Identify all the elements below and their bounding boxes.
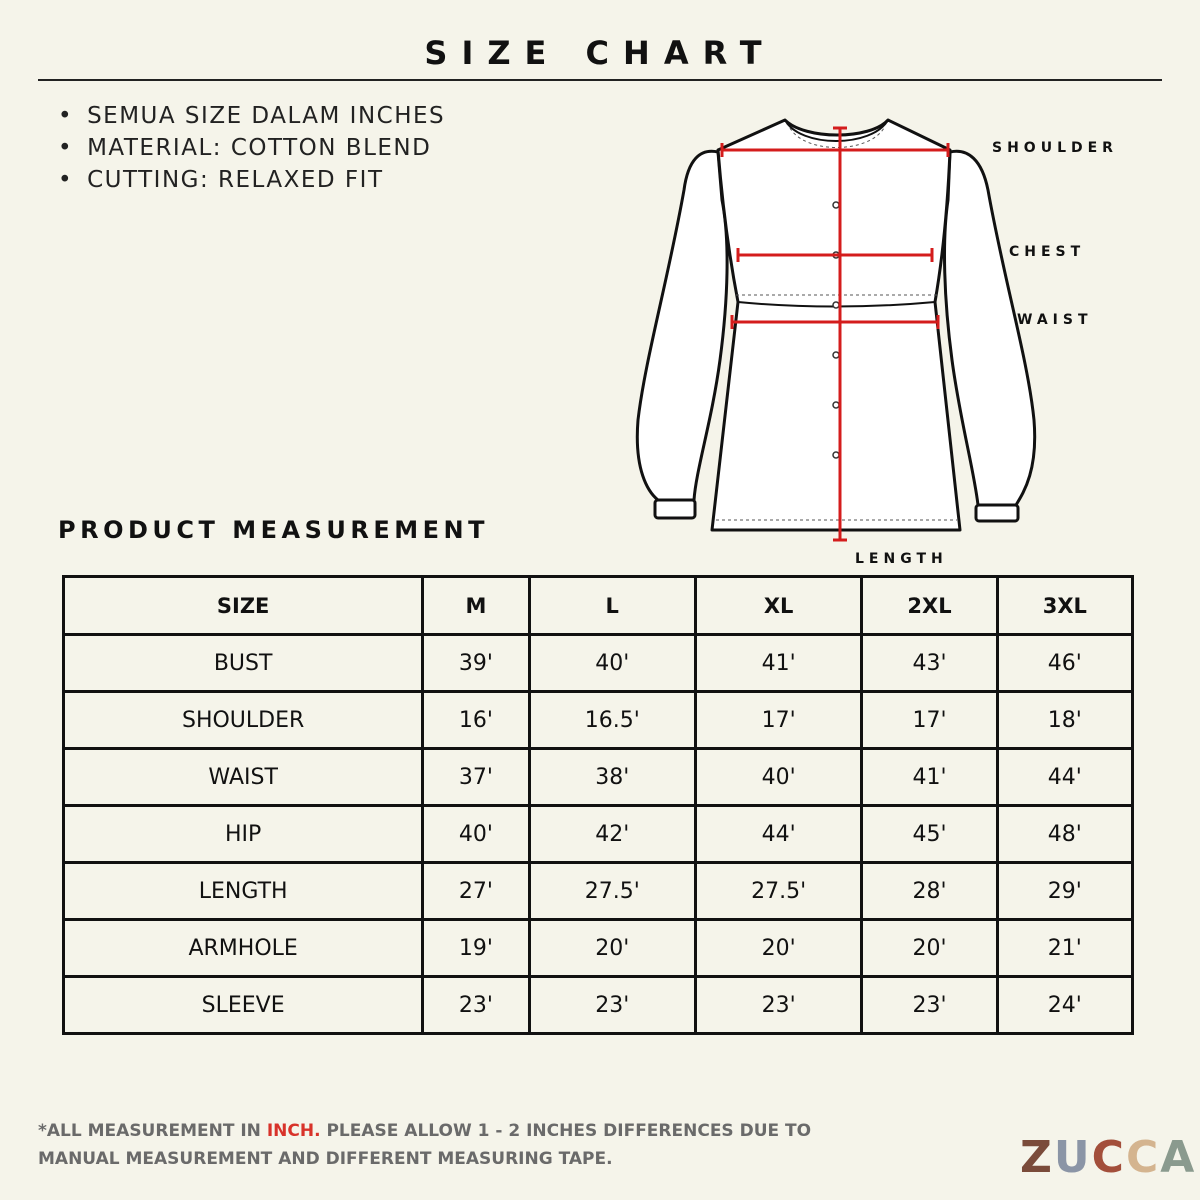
divider	[38, 79, 1162, 81]
table-cell: 44'	[995, 747, 1135, 807]
table-cell: LENGTH	[61, 861, 425, 921]
table-row: SIZE M L XL 2XL 3XL	[61, 575, 1135, 636]
footer-highlight: INCH.	[266, 1121, 321, 1141]
table-row: ARMHOLE 19' 20' 20' 20' 21'	[61, 918, 1135, 978]
brand-letter: A	[1160, 1132, 1197, 1183]
table-cell: 20'	[860, 918, 999, 978]
table-cell: 17'	[693, 690, 864, 750]
table-cell: BUST	[61, 633, 425, 693]
table-cell: 38'	[527, 747, 697, 807]
table-cell: 48'	[995, 804, 1135, 864]
title: SIZE CHART	[424, 34, 776, 72]
notes: SEMUA SIZE DALAM INCHES MATERIAL: COTTON…	[58, 100, 445, 196]
table-cell: 16'	[421, 690, 531, 750]
table-cell: 23'	[693, 975, 864, 1035]
table-cell: 17'	[860, 690, 999, 750]
size-table: SIZE M L XL 2XL 3XL BUST 39' 40' 41' 43' 46' SHOULDE…	[61, 575, 1135, 1035]
table-row: SHOULDER 16' 16.5' 17' 17' 18'	[61, 690, 1135, 750]
table-cell: ARMHOLE	[61, 918, 425, 978]
table-cell: 29'	[995, 861, 1135, 921]
table-cell: 40'	[421, 804, 531, 864]
note: MATERIAL: COTTON BLEND	[58, 132, 445, 164]
garment-diagram	[635, 118, 1037, 542]
brand-letter: C	[1091, 1132, 1126, 1183]
brand-logo: ZUCCA	[1020, 1132, 1196, 1183]
table-cell: 23'	[860, 975, 999, 1035]
table-cell: 18'	[995, 690, 1135, 750]
header-cell: 2XL	[860, 575, 999, 636]
footer-text: *ALL MEASUREMENT IN	[38, 1121, 261, 1141]
table-cell: 42'	[527, 804, 697, 864]
table-row: BUST 39' 40' 41' 43' 46'	[61, 633, 1135, 693]
table-cell: 27.5'	[693, 861, 864, 921]
header-cell: XL	[693, 575, 864, 636]
table-row: LENGTH 27' 27.5' 27.5' 28' 29'	[61, 861, 1135, 921]
table-cell: 27.5'	[527, 861, 697, 921]
table-cell: 27'	[421, 861, 531, 921]
diagram-label: WAIST	[1017, 312, 1093, 328]
table-cell: 41'	[860, 747, 999, 807]
table-cell: WAIST	[61, 747, 425, 807]
table-cell: 24'	[995, 975, 1135, 1035]
table-cell: 46'	[995, 633, 1135, 693]
table-row: WAIST 37' 38' 40' 41' 44'	[61, 747, 1135, 807]
table-cell: 23'	[421, 975, 531, 1035]
header-cell: SIZE	[61, 575, 425, 636]
table-cell: 19'	[421, 918, 531, 978]
table-cell: 37'	[421, 747, 531, 807]
table-cell: 21'	[995, 918, 1135, 978]
brand-letter: Z	[1020, 1132, 1054, 1183]
header-cell: L	[527, 575, 697, 636]
table-cell: 16.5'	[527, 690, 697, 750]
diagram-label: SHOULDER	[992, 140, 1118, 156]
table-cell: HIP	[61, 804, 425, 864]
table-cell: 44'	[693, 804, 864, 864]
table-row: HIP 40' 42' 44' 45' 48'	[61, 804, 1135, 864]
brand-letter: C	[1125, 1132, 1161, 1183]
table-cell: 45'	[860, 804, 999, 864]
header-cell: M	[421, 575, 531, 636]
header-cell: 3XL	[995, 575, 1135, 636]
table-cell: 20'	[527, 918, 697, 978]
table-cell: 28'	[860, 861, 999, 921]
table-cell: 41'	[693, 633, 864, 693]
section-title: PRODUCT MEASUREMENT	[58, 516, 489, 544]
footer-note: *ALL MEASUREMENT IN INCH. PLEASE ALLOW 1…	[38, 1117, 858, 1173]
table-row: SLEEVE 23' 23' 23' 23' 24'	[61, 975, 1135, 1035]
footer-text: PLEASE ALLOW 1 - 2 INCHES DIFFERENCES DU…	[38, 1121, 812, 1169]
table-cell: 20'	[693, 918, 864, 978]
table-cell: SHOULDER	[61, 690, 425, 750]
table-cell: 43'	[860, 633, 999, 693]
diagram-label: CHEST	[1009, 244, 1086, 260]
table-cell: 23'	[527, 975, 697, 1035]
table-cell: SLEEVE	[61, 975, 425, 1035]
table-cell: 40'	[527, 633, 697, 693]
table-cell: 39'	[421, 633, 531, 693]
note: CUTTING: RELAXED FIT	[58, 164, 445, 196]
brand-letter: U	[1053, 1132, 1092, 1183]
diagram-label: LENGTH	[855, 551, 948, 567]
note: SEMUA SIZE DALAM INCHES	[58, 100, 445, 132]
table-cell: 40'	[693, 747, 864, 807]
